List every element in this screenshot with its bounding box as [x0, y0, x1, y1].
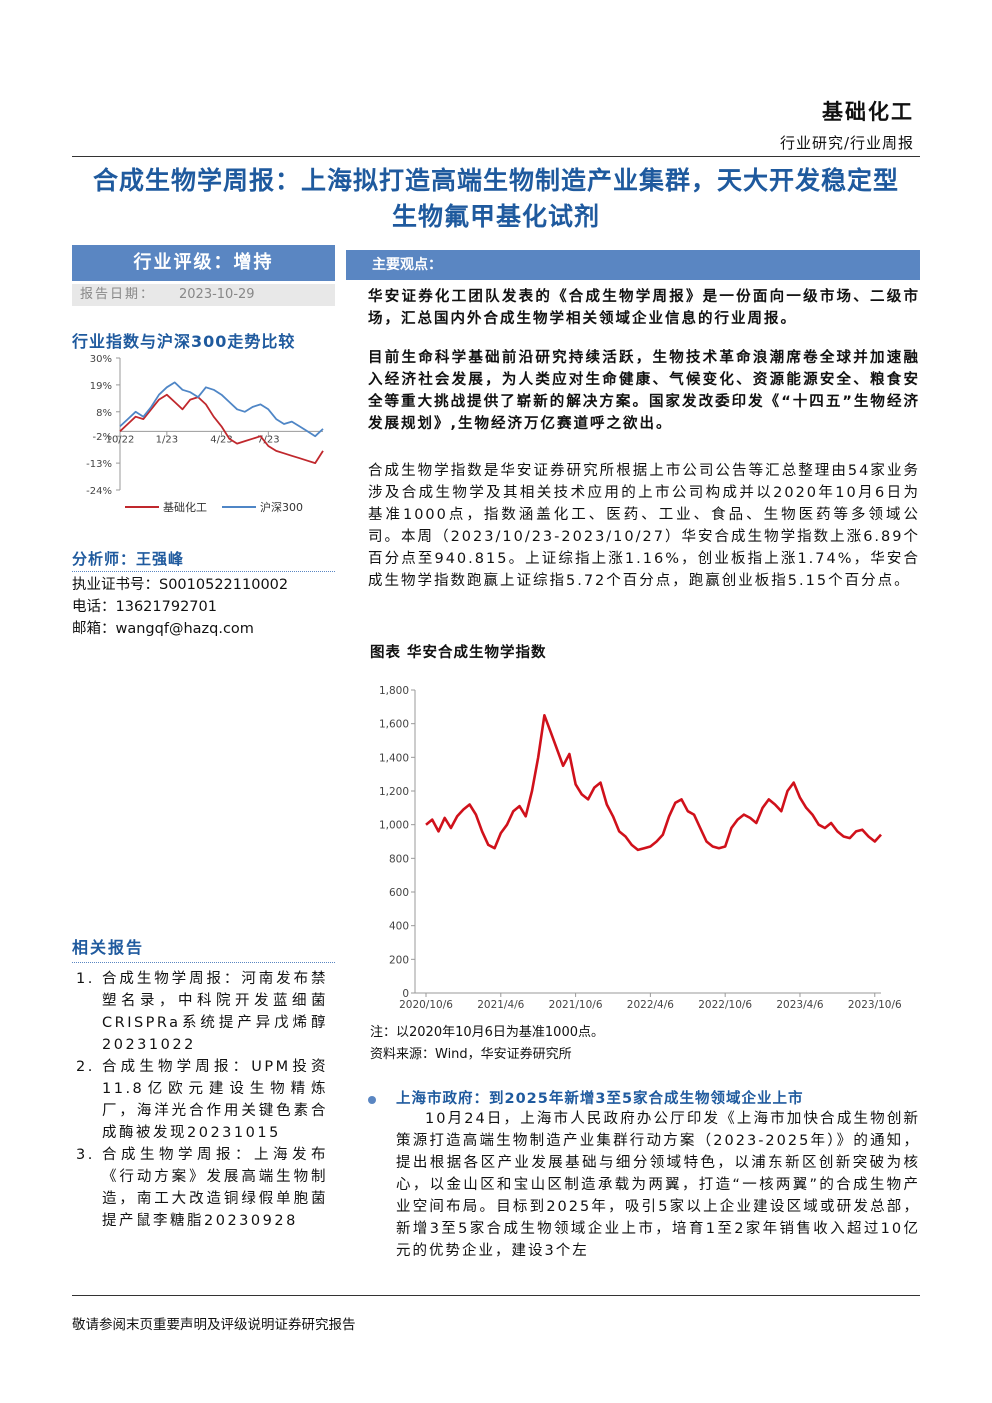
- phone: 电话：13621792701: [72, 599, 217, 615]
- related-list: 合成生物学周报：河南发布禁塑名录，中科院开发蓝细菌CRISPRa系统提产异戊烯醇…: [72, 968, 328, 1232]
- y-tick-label: 800: [389, 853, 409, 865]
- y-tick-label: 1,200: [379, 786, 409, 798]
- chart-title: 行业指数与沪深300走势比较: [72, 332, 296, 351]
- paragraph: 合成生物学指数是华安证券研究所根据上市公司公告等汇总整理由54家业务涉及合成生物…: [368, 463, 920, 589]
- y-tick-label: 30%: [90, 354, 112, 365]
- x-tick-label: 1/23: [156, 434, 178, 445]
- y-tick-label: -13%: [86, 459, 112, 470]
- x-tick-label: 2020/10/6: [399, 999, 453, 1011]
- x-tick-label: 2023/4/6: [776, 999, 823, 1011]
- y-tick-label: 1,800: [379, 685, 409, 697]
- y-tick-label: 1,400: [379, 752, 409, 764]
- license: 执业证书号：S0010522110002: [72, 577, 289, 593]
- figure-notes: 注：以2020年10月6日为基准1000点。 资料来源：Wind，华安证券研究所: [370, 1022, 604, 1066]
- main-heading: 主要观点：: [346, 250, 920, 280]
- related-item: 合成生物学周报：UPM投资11.8亿欧元建设生物精炼厂，海洋光合作用关键色素合成…: [102, 1056, 328, 1144]
- y-tick-label: 1,000: [379, 820, 409, 832]
- x-tick-label: 2021/10/6: [549, 999, 603, 1011]
- rating: 行业评级：增持: [72, 245, 335, 281]
- related-heading: 相关报告: [72, 934, 335, 963]
- bullet: [368, 1096, 376, 1104]
- x-tick-label: 7/23: [257, 434, 279, 445]
- y-tick-label: -2%: [93, 432, 112, 443]
- y-tick-label: -24%: [86, 486, 112, 497]
- series-line: [425, 714, 882, 852]
- y-tick-label: 400: [389, 921, 409, 933]
- x-tick-label: 10/22: [106, 434, 135, 445]
- date-label: 报告日期：: [80, 287, 156, 302]
- analyst-info: 执业证书号：S0010522110002 电话：13621792701 邮箱：w…: [72, 574, 288, 640]
- news-body: 10月24日，上海市人民政府办公厅印发《上海市加快合成生物创新策源打造高端生物制…: [396, 1111, 920, 1259]
- footer: 敬请参阅末页重要声明及评级说明证券研究报告: [72, 1317, 356, 1333]
- series-line: [119, 381, 324, 438]
- x-tick-label: 2023/10/6: [848, 999, 902, 1011]
- analyst-name: 分析师：王强峰: [72, 548, 335, 572]
- email: 邮箱：wangqf@hazq.com: [72, 621, 254, 637]
- related-item: 合成生物学周报：上海发布《行动方案》发展高端生物制造，南工大改造铜绿假单胞菌提产…: [102, 1144, 328, 1232]
- legend-label: 基础化工: [163, 500, 207, 514]
- x-tick-label: 2021/4/6: [477, 999, 524, 1011]
- title: 合成生物学周报：上海拟打造高端生物制造产业集群，天大开发稳定型生物氟甲基化试剂: [92, 166, 899, 231]
- y-tick-label: 600: [389, 887, 409, 899]
- category: 行业研究/行业周报: [779, 134, 914, 152]
- date-bar: 报告日期： 2023-10-29: [72, 284, 335, 306]
- y-tick-label: 1,600: [379, 719, 409, 731]
- y-tick-label: 8%: [96, 408, 112, 419]
- related-item: 合成生物学周报：河南发布禁塑名录，中科院开发蓝细菌CRISPRa系统提产异戊烯醇…: [102, 968, 328, 1056]
- figure-title: 图表 华安合成生物学指数: [370, 645, 547, 661]
- y-tick-label: 19%: [90, 381, 112, 392]
- x-tick-label: 2022/4/6: [627, 999, 674, 1011]
- series-line: [119, 393, 324, 464]
- header-rule: [72, 156, 920, 157]
- legend-label: 沪深300: [260, 500, 303, 514]
- footer-rule: [72, 1295, 920, 1296]
- figure-note: 注：以2020年10月6日为基准1000点。: [370, 1025, 604, 1040]
- y-tick-label: 200: [389, 954, 409, 966]
- figure-source: 资料来源：Wind，华安证券研究所: [370, 1047, 572, 1062]
- date-value: 2023-10-29: [179, 287, 255, 302]
- x-tick-label: 2022/10/6: [698, 999, 752, 1011]
- x-tick-label: 4/23: [210, 434, 232, 445]
- sector: 基础化工: [822, 100, 914, 124]
- index-chart: 30% 19% 8% -2% -13% -24% 10/22 1/23 4/23 7/23 基础化工…: [86, 354, 324, 514]
- figure-chart: 0 200 400 600 800 1,000 1,200 1,400 1,600 1,800 20…: [379, 685, 902, 1011]
- news-heading: 上海市政府：到2025年新增3至5家合成生物领域企业上市: [396, 1091, 804, 1107]
- summary-1: 华安证券化工团队发表的《合成生物学周报》是一份面向一级市场、二级市场，汇总国内外…: [368, 289, 920, 327]
- y-tick-label: 0: [402, 988, 409, 1000]
- summary-2: 目前生命科学基础前沿研究持续活跃，生物技术革命浪潮席卷全球并加速融入经济社会发展…: [368, 350, 920, 432]
- main-heading-text: 主要观点：: [372, 257, 442, 273]
